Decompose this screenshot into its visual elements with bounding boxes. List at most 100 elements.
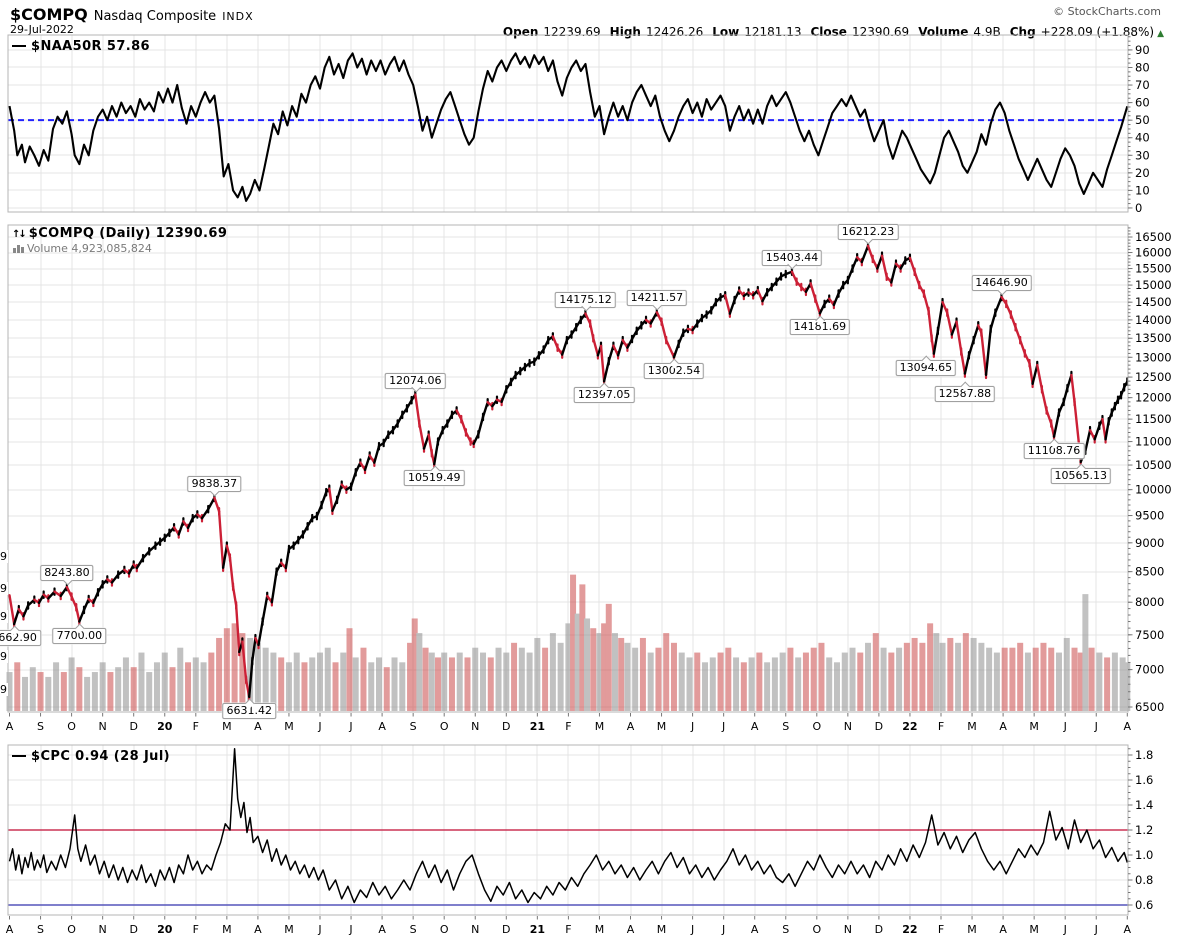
x-month-label: D — [875, 720, 883, 733]
y-tick-label: 14000 — [1135, 313, 1172, 327]
stockcharts-credit: © StockCharts.com — [1053, 5, 1161, 18]
x-axis-strip-1: A S O N D 20 F M A M J J A S O N D 21 F M A M J J A S O N D 22 F M A M J J A — [6, 713, 1132, 733]
x-month-label: M — [284, 720, 294, 733]
change-up-icon: ▲ — [1157, 29, 1164, 39]
x-month-label: O — [440, 720, 449, 733]
x-month-label: A — [6, 923, 14, 936]
x-month-label: O — [67, 923, 76, 936]
x-month-label: N — [99, 720, 107, 733]
y-tick-label: 20 — [1135, 166, 1150, 180]
x-month-label: D — [502, 720, 510, 733]
price-annotation: 6631.42 — [222, 702, 276, 719]
clipped-left-axis-digit: 9 — [0, 650, 8, 663]
y-tick-label: 10 — [1135, 183, 1150, 197]
x-month-label: O — [440, 923, 449, 936]
y-tick-label: 16500 — [1135, 230, 1172, 244]
x-month-label: A — [1124, 923, 1132, 936]
y-tick-label: 7000 — [1135, 663, 1164, 677]
y-tick-label: 6500 — [1135, 700, 1164, 714]
y-tick-label: 10000 — [1135, 483, 1172, 497]
x-month-label: D — [875, 923, 883, 936]
x-month-label: J — [348, 720, 352, 733]
clipped-left-axis-digit: 9 — [0, 683, 8, 696]
cpc-legend: $CPC 0.94 (28 Jul) — [12, 749, 170, 764]
x-month-label: N — [844, 923, 852, 936]
y-tick-label: 0.6 — [1135, 898, 1153, 912]
x-month-label: F — [938, 923, 944, 936]
price-annotation: 13002.54 — [643, 363, 705, 380]
x-month-label: A — [6, 720, 14, 733]
x-month-label: 22 — [902, 923, 917, 936]
y-tick-label: 8000 — [1135, 595, 1164, 609]
$CPC-line — [8, 748, 1129, 904]
y-tick-label: 0.8 — [1135, 873, 1153, 887]
x-month-label: M — [1029, 720, 1039, 733]
x-month-label: A — [627, 923, 635, 936]
x-month-label: S — [782, 923, 789, 936]
panel2-border — [7, 224, 1129, 713]
y-tick-label: 70 — [1135, 78, 1150, 92]
x-month-label: O — [67, 720, 76, 733]
x-month-label: M — [1029, 923, 1039, 936]
y-tick-label: 14500 — [1135, 295, 1172, 309]
y-tick-label: 9500 — [1135, 509, 1164, 523]
volume-legend-label: Volume 4,923,085,824 — [27, 242, 152, 255]
x-month-label: N — [471, 720, 479, 733]
price-annotation: 10519.49 — [404, 470, 465, 487]
x-month-label: S — [782, 720, 789, 733]
x-month-label: 22 — [902, 720, 917, 733]
y-tick-label: 1.0 — [1135, 848, 1153, 862]
x-month-label: N — [844, 720, 852, 733]
x-month-label: A — [378, 923, 386, 936]
x-month-label: A — [999, 720, 1007, 733]
x-month-label: S — [37, 720, 44, 733]
price-annotation: 11108.76 — [1023, 442, 1085, 459]
x-month-label: A — [254, 923, 262, 936]
x-month-label: J — [721, 720, 725, 733]
x-month-label: S — [410, 923, 417, 936]
x-month-label: N — [99, 923, 107, 936]
x-month-label: F — [565, 720, 571, 733]
x-month-label: J — [1094, 923, 1098, 936]
y-tick-label: 15000 — [1135, 278, 1172, 292]
x-month-label: D — [129, 720, 137, 733]
x-month-label: J — [317, 923, 321, 936]
y-tick-label: 1.8 — [1135, 748, 1153, 762]
chart-title: $COMPQ Nasdaq Composite INDX — [10, 5, 254, 24]
x-month-label: 20 — [157, 923, 173, 936]
x-month-label: A — [751, 923, 759, 936]
price-annotation: 15403.44 — [761, 249, 823, 266]
price-annotation: 12074.06 — [385, 372, 446, 389]
y-tick-label: 1.6 — [1135, 773, 1153, 787]
panel1-grid — [8, 35, 1128, 212]
x-month-label: F — [938, 720, 944, 733]
price-annotation: 9838.37 — [187, 475, 242, 492]
x-month-label: J — [1063, 720, 1067, 733]
x-month-label: M — [657, 720, 667, 733]
x-month-label: J — [1063, 923, 1067, 936]
y-tick-label: 9000 — [1135, 536, 1164, 550]
x-month-label: M — [595, 720, 605, 733]
cpc-legend-label: $CPC 0.94 (28 Jul) — [31, 749, 171, 764]
x-month-label: D — [129, 923, 137, 936]
y-tick-label: 13000 — [1135, 350, 1172, 364]
y-tick-label: 30 — [1135, 148, 1150, 162]
y-tick-label: 90 — [1135, 43, 1150, 57]
y-tick-label: 11500 — [1135, 412, 1172, 426]
exchange-label: INDX — [222, 10, 254, 23]
x-month-label: O — [812, 720, 821, 733]
panel3-y-axis: 0.6 0.8 1.0 1.2 1.4 1.6 1.8 — [1128, 748, 1153, 912]
x-month-label: A — [254, 720, 262, 733]
y-tick-label: 60 — [1135, 96, 1150, 110]
panel1-y-axis: 0 10 20 30 40 50 60 70 80 90 — [1128, 36, 1150, 215]
x-month-label: J — [317, 720, 321, 733]
symbol-name: Nasdaq Composite — [93, 9, 217, 24]
volume-bars-icon — [13, 243, 24, 256]
x-month-label: N — [471, 923, 479, 936]
compq-legend-label: $COMPQ (Daily) 12390.69 — [28, 226, 228, 241]
naa50r-legend: $NAA50R 57.86 — [12, 39, 150, 54]
x-month-label: A — [751, 720, 759, 733]
price-annotation: 14175.12 — [555, 291, 616, 308]
x-month-label: J — [721, 923, 725, 936]
